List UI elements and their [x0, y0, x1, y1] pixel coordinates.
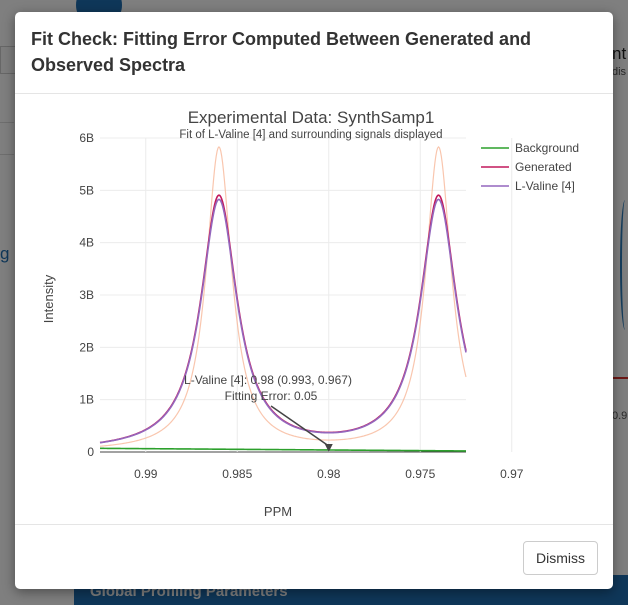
y-tick-label: 0 [87, 445, 94, 459]
modal-title: Fit Check: Fitting Error Computed Betwee… [31, 29, 532, 75]
x-axis-label: PPM [264, 504, 292, 519]
series-line [99, 146, 467, 447]
y-tick-label: 2B [79, 340, 94, 354]
series-line [99, 194, 467, 444]
x-tick-label: 0.97 [500, 467, 524, 481]
y-tick-label: 4B [79, 236, 94, 250]
y-axis-label: Intensity [41, 274, 56, 323]
fit-annotation: L-Valine [4]: 0.98 (0.993, 0.967) Fittin… [184, 373, 352, 452]
legend-item: L-Valine [4] [515, 179, 575, 193]
legend-item: Background [515, 141, 579, 155]
x-tick-label: 0.985 [222, 467, 252, 481]
spectrum-chart[interactable]: 0 1B 2B 3B 4B 5B 6B 0.99 0.985 0.98 0.975 0.97 Expe… [15, 94, 613, 524]
chart-title: Experimental Data: SynthSamp1 [188, 108, 435, 127]
y-tick-label: 5B [79, 183, 94, 197]
x-tick-label: 0.975 [405, 467, 435, 481]
annotation-arrowhead [324, 444, 333, 452]
annotation-label-line2: Fitting Error: 0.05 [225, 389, 318, 403]
x-tick-label: 0.98 [317, 467, 341, 481]
modal-footer: Dismiss [15, 524, 613, 589]
series-line [99, 198, 467, 444]
y-tick-label: 1B [79, 393, 94, 407]
annotation-label-line1: L-Valine [4]: 0.98 (0.993, 0.967) [184, 373, 352, 387]
modal-body: 0 1B 2B 3B 4B 5B 6B 0.99 0.985 0.98 0.975 0.97 Expe… [15, 94, 613, 524]
y-tick-label: 3B [79, 288, 94, 302]
x-tick-label: 0.99 [134, 467, 158, 481]
chart-subtitle: Fit of L-Valine [4] and surrounding sign… [179, 129, 442, 141]
legend-item: Generated [515, 160, 572, 174]
dismiss-button[interactable]: Dismiss [523, 541, 598, 575]
y-tick-label: 6B [79, 131, 94, 145]
annotation-arrow [270, 405, 330, 447]
chart-legend: Background Generated L-Valine [4] [481, 141, 579, 193]
series-line [100, 447, 466, 452]
modal-header: Fit Check: Fitting Error Computed Betwee… [15, 12, 613, 94]
fit-check-modal: Fit Check: Fitting Error Computed Betwee… [15, 12, 613, 589]
